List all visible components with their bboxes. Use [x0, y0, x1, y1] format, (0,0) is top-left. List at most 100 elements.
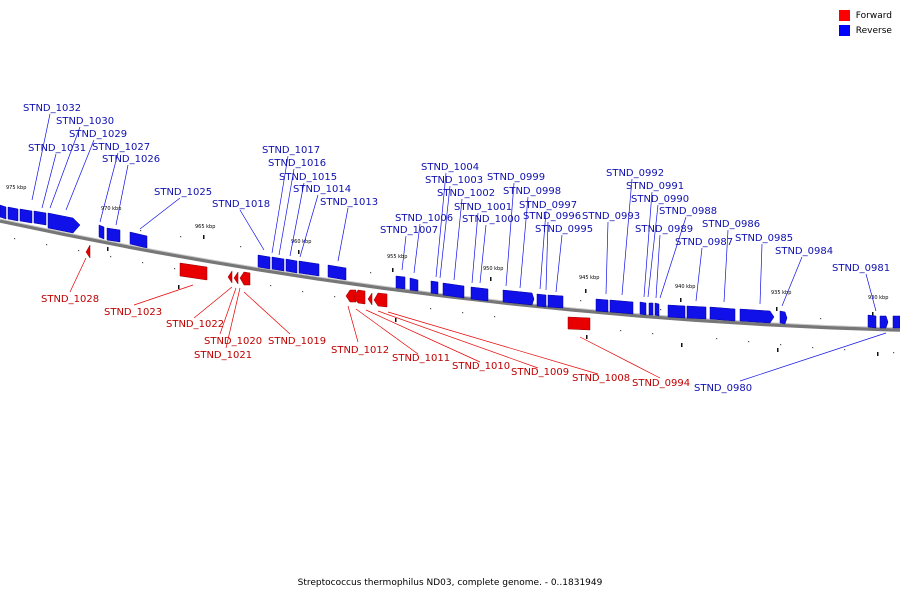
- forward-gene-label: STND_1010: [452, 361, 510, 372]
- legend-label-reverse: Reverse: [855, 25, 892, 36]
- reverse-gene-label: STND_1006: [395, 213, 453, 224]
- reverse-gene-label: STND_0987: [675, 237, 733, 248]
- reverse-gene-arrow[interactable]: [98, 224, 105, 240]
- forward-gene-arrow[interactable]: [85, 244, 91, 259]
- reverse-gene-arrow[interactable]: [106, 227, 121, 243]
- reverse-gene-label: STND_1013: [320, 197, 378, 208]
- forward-gene-label: STND_1022: [166, 319, 224, 330]
- reverse-gene-arrow[interactable]: [892, 315, 900, 329]
- legend-label-forward: Forward: [855, 10, 892, 21]
- forward-gene-arrow[interactable]: [239, 271, 251, 286]
- leader-lines-reverse: [31, 113, 887, 382]
- tick-label: 945 kbp: [579, 275, 599, 281]
- reverse-gene-arrow[interactable]: [502, 289, 535, 306]
- reverse-gene-label: STND_1001: [454, 202, 512, 213]
- reverse-gene-label: STND_0988: [659, 206, 717, 217]
- reverse-gene-arrow[interactable]: [257, 254, 271, 270]
- reverse-gene-arrow[interactable]: [19, 208, 33, 224]
- reverse-gene-label: STND_0991: [626, 181, 684, 192]
- reverse-gene-arrow[interactable]: [285, 258, 298, 274]
- forward-gene-arrow[interactable]: [227, 270, 233, 284]
- reverse-gene-arrow[interactable]: [648, 302, 654, 316]
- forward-gene-arrow[interactable]: [367, 292, 373, 306]
- reverse-gene-label: STND_0989: [635, 224, 693, 235]
- reverse-gene-arrow[interactable]: [639, 301, 647, 316]
- reverse-gene-label: STND_1030: [56, 116, 114, 127]
- reverse-gene-arrow[interactable]: [430, 280, 439, 295]
- forward-gene-arrow[interactable]: [567, 316, 591, 331]
- forward-swatch: [838, 10, 850, 21]
- reverse-gene-label: STND_1029: [69, 129, 127, 140]
- reverse-gene-label: STND_1002: [437, 188, 495, 199]
- reverse-gene-label: STND_0997: [519, 200, 577, 211]
- reverse-gene-arrow[interactable]: [667, 304, 686, 319]
- reverse-gene-arrow[interactable]: [739, 308, 775, 324]
- legend-item-forward[interactable]: Forward: [838, 8, 892, 23]
- reverse-gene-label: STND_1003: [425, 175, 483, 186]
- reverse-gene-arrow[interactable]: [686, 305, 707, 320]
- forward-gene-label: STND_0994: [632, 378, 690, 389]
- reverse-gene-arrow[interactable]: [879, 315, 889, 329]
- reverse-gene-arrow[interactable]: [47, 212, 81, 234]
- forward-gene-label: STND_1023: [104, 307, 162, 318]
- reverse-gene-label: STND_1007: [380, 225, 438, 236]
- reverse-gene-label: STND_1000: [462, 214, 520, 225]
- reverse-gene-arrow[interactable]: [779, 310, 788, 325]
- forward-gene-arrow[interactable]: [179, 262, 208, 281]
- reverse-gene-arrow[interactable]: [609, 299, 634, 315]
- reverse-gene-arrow[interactable]: [409, 277, 419, 292]
- legend: Forward Reverse: [838, 8, 892, 38]
- reverse-gene-arrow[interactable]: [709, 306, 736, 322]
- genome-backbone: [0, 219, 900, 332]
- reverse-gene-label: STND_0990: [631, 194, 689, 205]
- reverse-gene-arrow[interactable]: [547, 294, 564, 309]
- reverse-gene-label: STND_0993: [582, 211, 640, 222]
- tick-label: 955 kbp: [387, 254, 407, 260]
- reverse-gene-arrow[interactable]: [271, 256, 285, 272]
- reverse-gene-label: STND_0998: [503, 186, 561, 197]
- reverse-gene-label: STND_1017: [262, 145, 320, 156]
- reverse-gene-arrow[interactable]: [129, 231, 148, 249]
- forward-gene-arrow[interactable]: [353, 289, 366, 305]
- reverse-gene-arrow[interactable]: [395, 275, 406, 290]
- tick-label: 940 kbp: [675, 284, 695, 290]
- reverse-gene-label: STND_0980: [694, 383, 752, 394]
- reverse-gene-arrow[interactable]: [536, 293, 547, 308]
- forward-genes: [85, 244, 591, 331]
- reverse-gene-label: STND_0981: [832, 263, 890, 274]
- tick-label: 930 kbp: [868, 295, 888, 301]
- reverse-gene-arrow[interactable]: [327, 264, 347, 281]
- reverse-gene-arrow[interactable]: [595, 298, 609, 313]
- forward-gene-label: STND_1009: [511, 367, 569, 378]
- forward-gene-label: STND_1028: [41, 294, 99, 305]
- reverse-genes: [0, 204, 900, 329]
- genome-caption: Streptococcus thermophilus ND03, complet…: [297, 578, 603, 588]
- tick-label: 975 kbp: [6, 185, 26, 191]
- forward-gene-arrow[interactable]: [233, 271, 239, 285]
- forward-gene-arrow[interactable]: [345, 289, 357, 303]
- leader-lines-forward: [69, 257, 661, 379]
- forward-gene-label: STND_1012: [331, 345, 389, 356]
- reverse-gene-arrow[interactable]: [33, 210, 47, 226]
- reverse-gene-arrow[interactable]: [442, 282, 465, 299]
- reverse-gene-arrow[interactable]: [867, 314, 877, 329]
- reverse-gene-label: STND_1032: [23, 103, 81, 114]
- reverse-gene-arrow[interactable]: [298, 260, 320, 277]
- reverse-gene-arrow[interactable]: [0, 204, 7, 220]
- reverse-gene-arrow[interactable]: [7, 206, 19, 222]
- reverse-gene-arrow[interactable]: [470, 286, 489, 302]
- reverse-gene-arrow[interactable]: [654, 302, 660, 317]
- tick-label: 935 kbp: [771, 290, 791, 296]
- reverse-swatch: [838, 25, 850, 36]
- reverse-gene-label: STND_1015: [279, 172, 337, 183]
- reverse-gene-label: STND_0984: [775, 246, 833, 257]
- reverse-gene-label: STND_1026: [102, 154, 160, 165]
- tick-label: 965 kbp: [195, 224, 215, 230]
- reverse-gene-label: STND_0996: [523, 211, 581, 222]
- legend-item-reverse[interactable]: Reverse: [838, 23, 892, 38]
- forward-gene-arrow[interactable]: [373, 292, 388, 308]
- tick-label: 950 kbp: [483, 266, 503, 272]
- reverse-gene-label: STND_0985: [735, 233, 793, 244]
- reverse-gene-label: STND_1016: [268, 158, 326, 169]
